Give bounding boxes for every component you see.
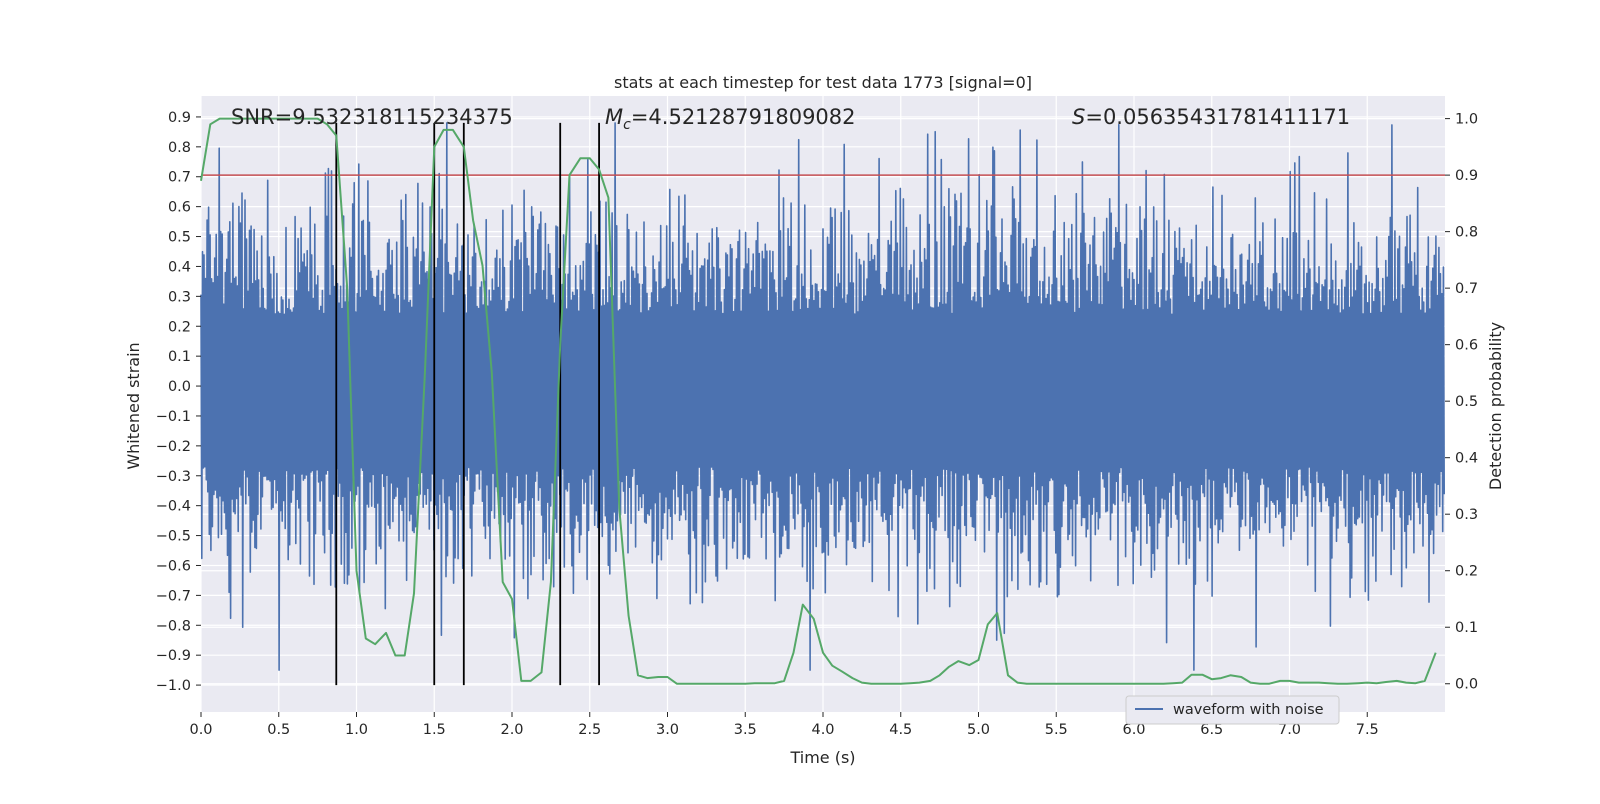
right-y-tick-label: 0.3: [1455, 507, 1478, 523]
vertical-markers: [335, 122, 600, 686]
right-y-axis-label: Detection probability: [1486, 322, 1505, 490]
x-tick-label: 6.0: [1122, 722, 1145, 738]
x-tick-label: 4.0: [811, 722, 834, 738]
x-tick-label: 4.5: [889, 722, 912, 738]
left-y-tick-label: 0.1: [168, 349, 191, 365]
x-axis-ticks: 0.0 0.5 1.0 1.5 2.0 2.5 3.0 3.5 4.0 4.5 5.0 5.5 6.0 6…: [189, 712, 1379, 738]
legend: waveform with noise: [1125, 695, 1340, 725]
left-y-tick-label: 0.2: [168, 319, 191, 335]
x-tick-label: 2.5: [578, 722, 601, 738]
x-tick-label: 0.5: [267, 722, 290, 738]
legend-label: waveform with noise: [1173, 702, 1324, 718]
right-y-tick-label: 0.5: [1455, 394, 1478, 410]
left-y-tick-label: −0.8: [156, 618, 191, 634]
right-y-tick-label: 0.2: [1455, 564, 1478, 580]
chirp-mass-annotation: Mc=4.52128791809082: [605, 105, 856, 133]
left-y-tick-label: −0.2: [156, 439, 191, 455]
x-tick-label: 5.0: [967, 722, 990, 738]
chart-title: stats at each timestep for test data 177…: [614, 73, 1032, 92]
left-y-axis-ticks: 0.9 0.8 0.7 0.6 0.5 0.4 0.3 0.2 0.1 0.0 −0.1 −0.2 −0…: [156, 110, 201, 694]
s-value: =0.05635431781411171: [1085, 105, 1350, 129]
waveform-line: [200, 122, 1445, 671]
right-y-tick-label: 0.0: [1455, 677, 1478, 693]
x-tick-label: 3.5: [734, 722, 757, 738]
left-y-tick-label: 0.4: [168, 259, 191, 275]
x-tick-label: 3.0: [656, 722, 679, 738]
left-y-tick-label: 0.5: [168, 230, 191, 246]
s-symbol: S: [1072, 105, 1085, 129]
left-y-tick-label: −0.1: [156, 409, 191, 425]
chirp-mass-value: =4.52128791809082: [631, 105, 856, 129]
detection-probability-line: [200, 117, 1437, 685]
right-y-tick-label: 0.4: [1455, 451, 1478, 467]
legend-box: [1125, 695, 1340, 725]
left-y-tick-label: 0.9: [168, 110, 191, 126]
left-y-tick-label: −0.7: [156, 588, 191, 604]
snr-annotation: SNR=9.532318115234375: [231, 105, 513, 129]
x-tick-label: 1.0: [345, 722, 368, 738]
left-y-tick-label: −0.5: [156, 529, 191, 545]
left-y-tick-label: 0.0: [168, 379, 191, 395]
x-tick-label: 7.0: [1278, 722, 1301, 738]
right-y-tick-label: 0.1: [1455, 620, 1478, 636]
left-y-tick-label: 0.6: [168, 200, 191, 216]
detection-probability-series: [200, 117, 1437, 685]
left-y-axis-label: Whitened strain: [124, 342, 143, 469]
left-y-tick-label: −1.0: [156, 678, 191, 694]
s-annotation: S=0.05635431781411171: [1072, 105, 1350, 129]
x-tick-label: 6.5: [1200, 722, 1223, 738]
right-y-tick-label: 0.8: [1455, 225, 1478, 241]
left-y-tick-label: −0.9: [156, 648, 191, 664]
left-y-tick-label: 0.8: [168, 140, 191, 156]
right-y-tick-label: 0.6: [1455, 338, 1478, 354]
right-y-tick-label: 0.9: [1455, 168, 1478, 184]
left-y-tick-label: −0.6: [156, 558, 191, 574]
x-tick-label: 2.0: [500, 722, 523, 738]
left-y-tick-label: −0.3: [156, 469, 191, 485]
left-y-tick-label: 0.7: [168, 170, 191, 186]
chirp-mass-symbol: M: [605, 105, 623, 129]
x-tick-label: 0.0: [189, 722, 212, 738]
right-y-axis-ticks: 1.0 0.9 0.8 0.7 0.6 0.5 0.4 0.3 0.2 0.1 0.0: [1445, 112, 1478, 693]
left-y-tick-label: −0.4: [156, 499, 191, 515]
right-y-tick-label: 1.0: [1455, 112, 1478, 128]
x-axis-label: Time (s): [789, 748, 855, 767]
x-tick-label: 5.5: [1045, 722, 1068, 738]
x-tick-label: 1.5: [423, 722, 446, 738]
waveform-series: [200, 122, 1445, 671]
chirp-mass-subscript: c: [623, 117, 631, 133]
left-y-tick-label: 0.3: [168, 289, 191, 305]
x-tick-label: 7.5: [1356, 722, 1379, 738]
right-y-tick-label: 0.7: [1455, 281, 1478, 297]
